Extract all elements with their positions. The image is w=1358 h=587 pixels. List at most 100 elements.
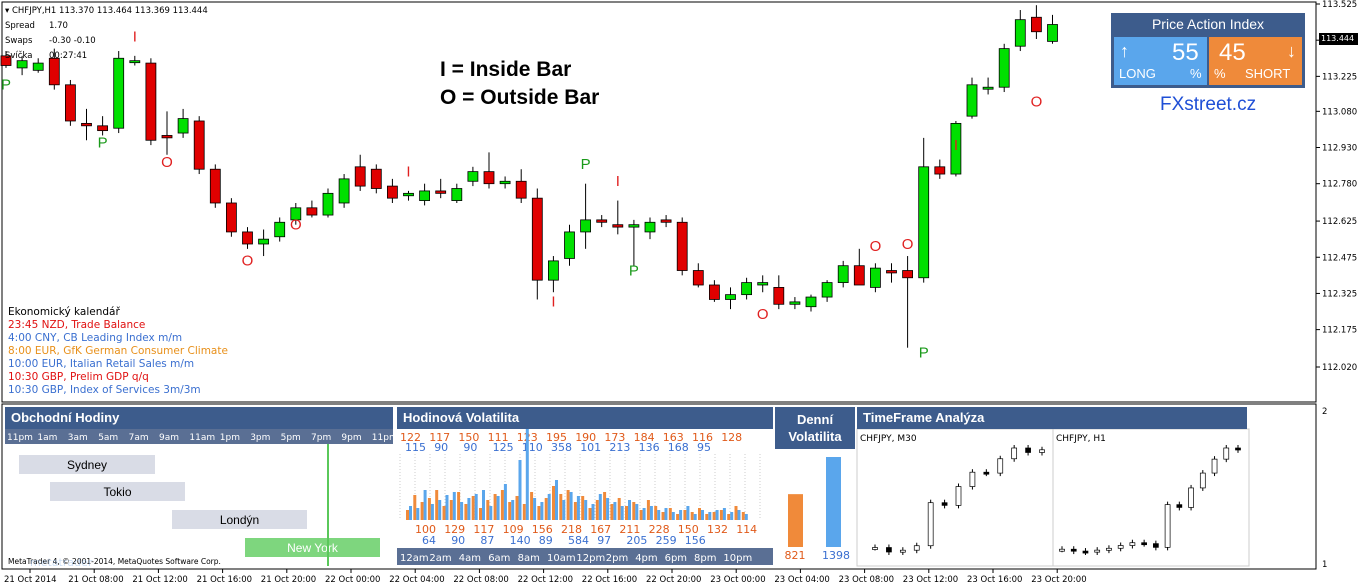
candle [0, 51, 12, 68]
session-hour: 11am [189, 433, 215, 443]
time-tick: 21 Oct 08:00 [68, 575, 123, 585]
mini-candle [1199, 472, 1206, 489]
volatility-title: Hodinová Volatilita [397, 407, 773, 429]
vol-value: 156 [685, 534, 706, 547]
sub-axis-top: 2 [1322, 407, 1327, 417]
vol-hour: 2am [429, 553, 451, 564]
session-name: New York [287, 541, 339, 555]
pai-short: 45 ↓ % SHORT [1209, 37, 1302, 85]
ohlc: 113.370 113.464 113.369 113.444 [59, 6, 208, 16]
vol-bar [427, 498, 431, 520]
time-tick: 22 Oct 04:00 [389, 575, 444, 585]
calendar-item: 10:00 EUR, Italian Retail Sales m/m [8, 358, 195, 370]
mini-candle [927, 502, 934, 547]
session-hour: 11pm [7, 433, 33, 443]
vol-bar [639, 510, 643, 520]
sessions-title: Obchodní Hodiny [5, 407, 393, 429]
vol-value: 90 [434, 441, 448, 454]
candle [386, 178, 398, 203]
mini-candle [1025, 447, 1031, 453]
vol-value: 110 [522, 441, 543, 454]
time-tick: 23 Oct 20:00 [1031, 575, 1086, 585]
vol-bar [679, 510, 683, 520]
marker-p: P [98, 135, 108, 152]
session-hour: 9am [159, 433, 179, 443]
mini-candle [1059, 548, 1065, 552]
arrow-up-icon: ↑ [1120, 41, 1129, 61]
vol-value: 195 [546, 431, 567, 444]
candle [258, 229, 270, 257]
candle [982, 77, 994, 95]
vol-value: 109 [503, 523, 524, 536]
calendar-title: Ekonomický kalendář [8, 306, 120, 318]
candle [1047, 14, 1058, 44]
marker-o: O [757, 306, 769, 323]
vol-bar [635, 504, 639, 520]
daily-value-2: 1398 [822, 549, 850, 562]
candle [692, 263, 704, 288]
session-bar [19, 455, 155, 474]
vol-bar [581, 496, 585, 520]
vol-bar [613, 502, 617, 520]
vol-value: 211 [619, 523, 640, 536]
daily-bar-2 [826, 457, 841, 547]
session-name: Sydney [67, 458, 107, 472]
session-hour: 5am [98, 433, 118, 443]
candle [596, 215, 608, 228]
vol-bar [690, 512, 694, 520]
pattern-markers: P P I O O O I I P P I O O O P I O [1, 28, 1042, 361]
marker-p: P [629, 262, 639, 279]
vol-value: 190 [575, 431, 596, 444]
vol-bar [715, 510, 719, 520]
vol-bar [698, 508, 701, 520]
time-tick: 23 Oct 12:00 [903, 575, 958, 585]
time-tick: 22 Oct 08:00 [453, 575, 508, 585]
marker-i: I [551, 294, 555, 311]
mini-candle [1211, 458, 1218, 474]
vol-bar [438, 500, 442, 520]
vol-bar [508, 502, 512, 520]
vol-bar [617, 498, 621, 520]
candle [1014, 10, 1026, 52]
vol-value: 125 [493, 441, 514, 454]
time-tick: 21 Oct 16:00 [197, 575, 252, 585]
vol-value: 129 [444, 523, 465, 536]
vol-hour: 6am [488, 553, 510, 564]
vol-bar [603, 492, 607, 520]
candle [628, 219, 640, 266]
current-price-tag: 113.444 [1319, 33, 1358, 45]
candle [564, 224, 575, 266]
session-name: Londýn [220, 513, 259, 527]
vol-bar [708, 512, 712, 520]
chart-info: ▾ CHFJPY,H1 113.370 113.464 113.369 113.… [5, 6, 208, 61]
candle [612, 200, 624, 235]
session-hour: 3am [68, 433, 88, 443]
tfa-title: TimeFrame Analýza [857, 407, 1247, 429]
time-tick: 22 Oct 20:00 [646, 575, 701, 585]
vol-value: 128 [721, 431, 742, 444]
vol-bar [515, 496, 519, 520]
pattern-legend: I = Inside Bar O = Outside Bar [440, 56, 599, 112]
vol-bar [500, 490, 504, 520]
vol-value: 228 [649, 523, 670, 536]
vol-hour: 12pm [576, 553, 605, 564]
candle [531, 188, 543, 300]
marker-o: O [1031, 94, 1043, 111]
brand-link[interactable]: FXstreet.cz [1160, 94, 1257, 115]
vol-value: 163 [663, 431, 684, 444]
candle [419, 183, 431, 206]
marker-o: O [870, 238, 882, 255]
vol-bar [511, 500, 515, 520]
vol-bar [474, 494, 478, 520]
price-tick: 112.780 [1322, 180, 1357, 190]
vol-hour: 10pm [723, 553, 752, 564]
candle [499, 176, 511, 189]
candle [821, 280, 833, 302]
mini-candle [1164, 504, 1171, 548]
daily-volatility-title: Denní Volatilita [775, 407, 855, 449]
vol-bar [625, 506, 628, 520]
vol-bar [457, 492, 461, 520]
price-tick: 113.080 [1322, 107, 1357, 117]
session-bar [245, 538, 380, 557]
vol-bar [686, 506, 690, 520]
